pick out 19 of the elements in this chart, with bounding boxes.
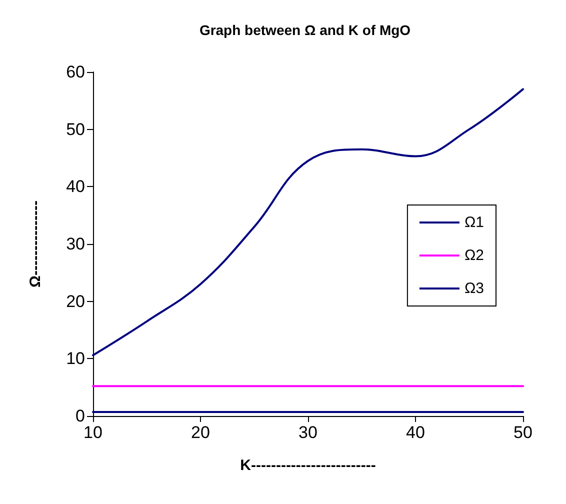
y-tick-label: 10 (66, 349, 85, 368)
legend-label: Ω2 (464, 247, 484, 264)
y-axis-title: Ω--------------- (27, 200, 44, 288)
x-tick-label: 50 (514, 423, 532, 442)
x-tick-label: 20 (191, 423, 210, 442)
line-series (92, 88, 524, 356)
y-tick-label: 0 (76, 406, 85, 426)
chart-title: Graph between Ω and K of MgO (199, 22, 411, 38)
x-axis-title: K------------------------- (240, 457, 376, 474)
legend-label: Ω3 (464, 280, 484, 297)
y-tick-label: 50 (66, 120, 85, 139)
x-tick-label: 40 (406, 423, 425, 442)
x-tick-label: 30 (298, 423, 318, 442)
y-tick-label: 30 (66, 234, 85, 254)
y-tick-label: 60 (66, 62, 85, 82)
y-tick-label: 40 (66, 177, 85, 196)
x-tick-label: 10 (84, 423, 102, 442)
legend-label: Ω1 (464, 214, 484, 231)
y-tick-label: 20 (66, 292, 85, 311)
